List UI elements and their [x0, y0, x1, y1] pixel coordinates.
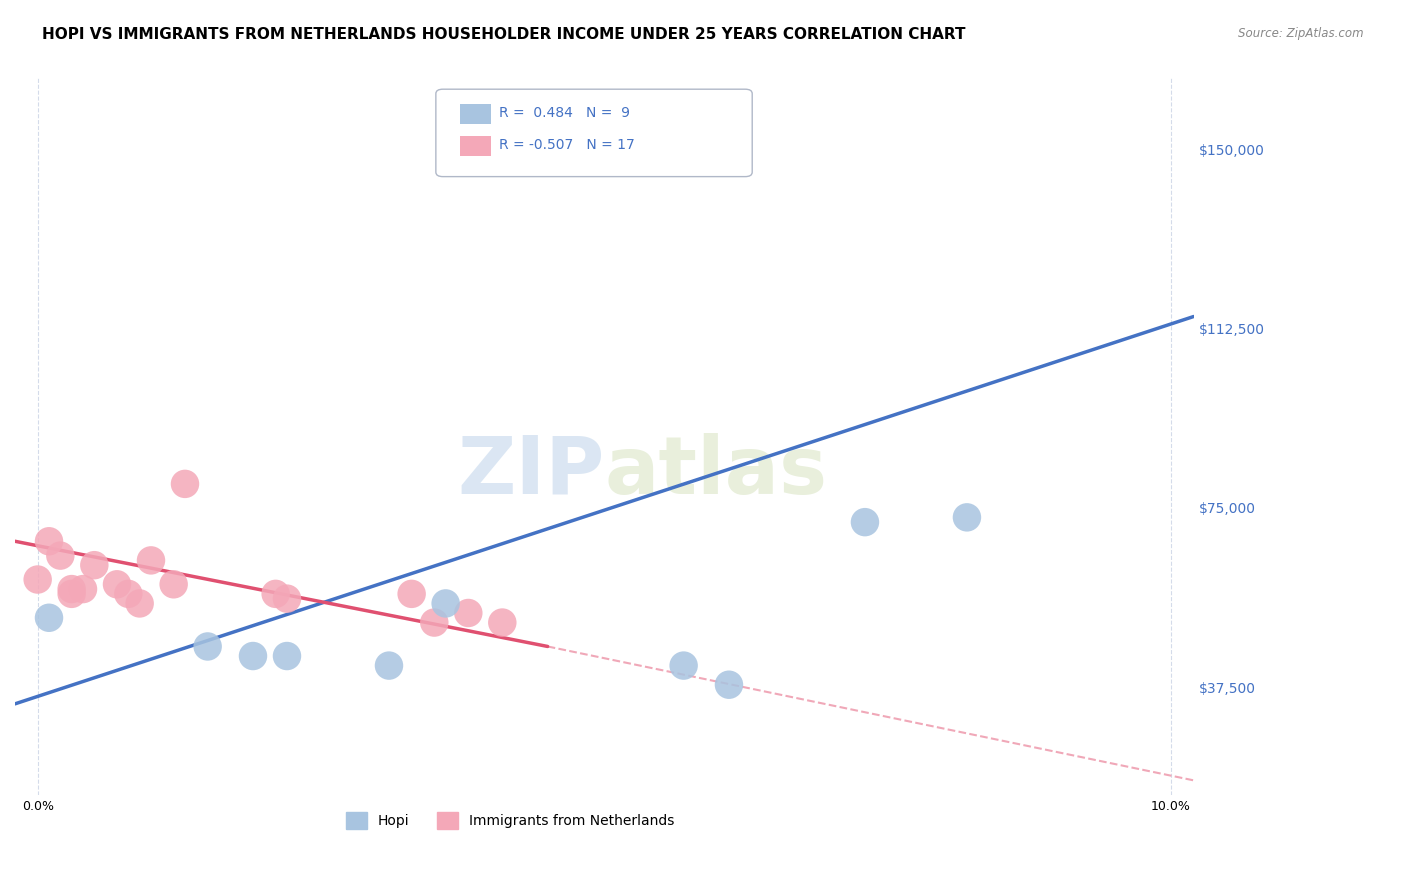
Point [128, 596, 150, 610]
Legend: Hopi, Immigrants from Netherlands: Hopi, Immigrants from Netherlands [340, 806, 681, 834]
Point [38, 534, 60, 549]
Point [853, 515, 876, 529]
Point [117, 587, 139, 601]
Point [38, 611, 60, 625]
Point [423, 615, 446, 630]
Point [174, 476, 197, 491]
Text: atlas: atlas [605, 433, 827, 511]
Point [72, 582, 94, 596]
Point [105, 577, 128, 591]
Point [163, 577, 186, 591]
Text: R = -0.507   N = 17: R = -0.507 N = 17 [499, 138, 636, 153]
Point [956, 510, 979, 524]
Point [242, 648, 264, 663]
Text: R =  0.484   N =  9: R = 0.484 N = 9 [499, 106, 630, 120]
Point [276, 648, 298, 663]
Text: ZIP: ZIP [457, 433, 605, 511]
Point [139, 553, 162, 567]
Point [276, 591, 298, 606]
Point [83, 558, 105, 573]
Point [434, 596, 457, 610]
Point [60, 587, 83, 601]
Point [60, 582, 83, 596]
Point [457, 606, 479, 620]
Point [197, 640, 219, 654]
Point [378, 658, 401, 673]
Point [49, 549, 72, 563]
Point [491, 615, 513, 630]
Text: Source: ZipAtlas.com: Source: ZipAtlas.com [1239, 27, 1364, 40]
Point [401, 587, 423, 601]
Text: HOPI VS IMMIGRANTS FROM NETHERLANDS HOUSEHOLDER INCOME UNDER 25 YEARS CORRELATIO: HOPI VS IMMIGRANTS FROM NETHERLANDS HOUS… [42, 27, 966, 42]
Point [27, 573, 49, 587]
Point [717, 678, 740, 692]
Point [672, 658, 695, 673]
Point [264, 587, 287, 601]
